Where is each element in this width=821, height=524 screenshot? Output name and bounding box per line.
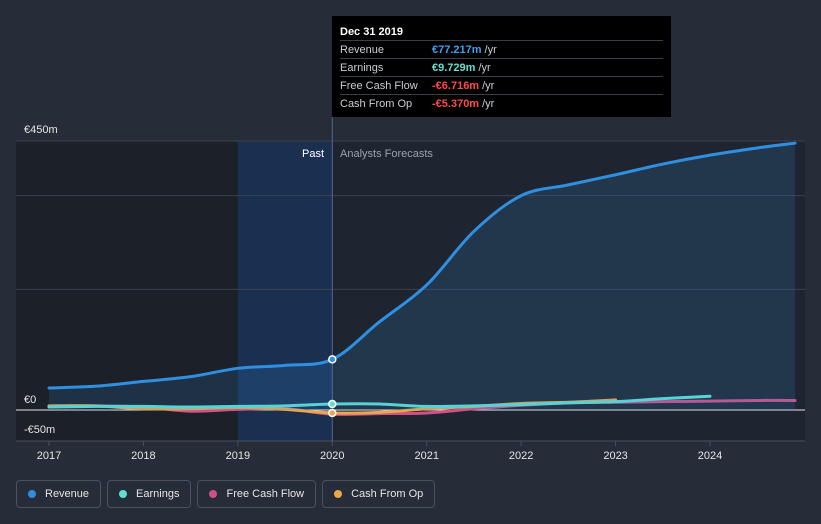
x-tick-label: 2020: [320, 450, 344, 462]
legend-dot-icon: [209, 490, 218, 498]
series-line-earnings: [47, 394, 712, 409]
tooltip-row-free-cash-flow: Free Cash Flow -€6.716m /yr: [340, 76, 663, 94]
legend-item-free-cash-flow[interactable]: Free Cash Flow: [197, 480, 317, 508]
legend-label: Earnings: [136, 488, 180, 500]
x-axis: 2017 2018 2019 2020 2021 2022 2023 2024: [37, 441, 722, 462]
past-shade-highlight: [237, 141, 333, 441]
x-tick-label: 2019: [226, 450, 250, 462]
x-tick-label: 2023: [603, 450, 627, 462]
past-region: [16, 141, 333, 441]
series-marker-earnings: [328, 399, 337, 409]
tooltip-key: Cash From Op: [340, 97, 413, 110]
legend-dot-icon: [334, 490, 343, 498]
series-area-revenue: [49, 143, 795, 411]
past-label: Past: [302, 148, 324, 160]
legend-item-revenue[interactable]: Revenue: [16, 480, 102, 508]
tooltip: Dec 31 2019 Revenue €77.217m /yr Earning…: [332, 16, 671, 117]
series-line-revenue: [47, 141, 797, 390]
legend-item-cash-from-op[interactable]: Cash From Op: [322, 480, 436, 508]
legend-dot-icon: [28, 490, 36, 498]
tooltip-value: €9.729m: [432, 61, 476, 74]
legend-label: Revenue: [45, 488, 90, 500]
y-tick-label-zero: €0: [24, 394, 36, 406]
tooltip-unit: /yr: [482, 97, 495, 110]
forecast-label: Analysts Forecasts: [340, 148, 433, 160]
tooltip-value: €77.217m: [432, 43, 482, 56]
tooltip-unit: /yr: [482, 79, 495, 92]
tooltip-value: -€6.716m: [432, 79, 480, 92]
tooltip-key: Revenue: [340, 43, 385, 56]
x-tick-label: 2018: [131, 450, 155, 462]
series-marker-cash-from-op: [328, 408, 337, 418]
y-tick-label-bottom: -€50m: [24, 424, 55, 436]
tooltip-unit: /yr: [484, 43, 497, 56]
x-tick-label: 2024: [698, 450, 722, 462]
legend-label: Cash From Op: [351, 488, 424, 500]
x-tick-label: 2017: [37, 450, 61, 462]
x-tick-label: 2022: [509, 450, 533, 462]
past-shade-dark: [16, 141, 238, 441]
series-marker-revenue: [328, 355, 337, 364]
x-tick-label: 2021: [414, 450, 438, 462]
tooltip-value: -€5.370m: [432, 97, 480, 110]
tooltip-unit: /yr: [478, 61, 491, 74]
y-tick-label-top: €450m: [24, 124, 58, 136]
legend-dot-icon: [119, 490, 128, 498]
legend-item-earnings[interactable]: Earnings: [107, 480, 192, 508]
markers-layer: [328, 355, 337, 418]
tooltip-row-revenue: Revenue €77.217m /yr: [340, 40, 663, 58]
legend: Revenue Earnings Free Cash Flow Cash Fro…: [16, 480, 436, 508]
tooltip-row-earnings: Earnings €9.729m /yr: [340, 58, 663, 76]
chart-plot: €450m €0 -€50m Past Analysts Forecasts 2…: [16, 117, 805, 462]
tooltip-date: Dec 31 2019: [340, 26, 403, 38]
tooltip-key: Free Cash Flow: [340, 79, 418, 92]
legend-label: Free Cash Flow: [226, 488, 305, 500]
tooltip-key: Earnings: [340, 61, 384, 74]
tooltip-row-cash-from-op: Cash From Op -€5.370m /yr: [340, 94, 663, 112]
